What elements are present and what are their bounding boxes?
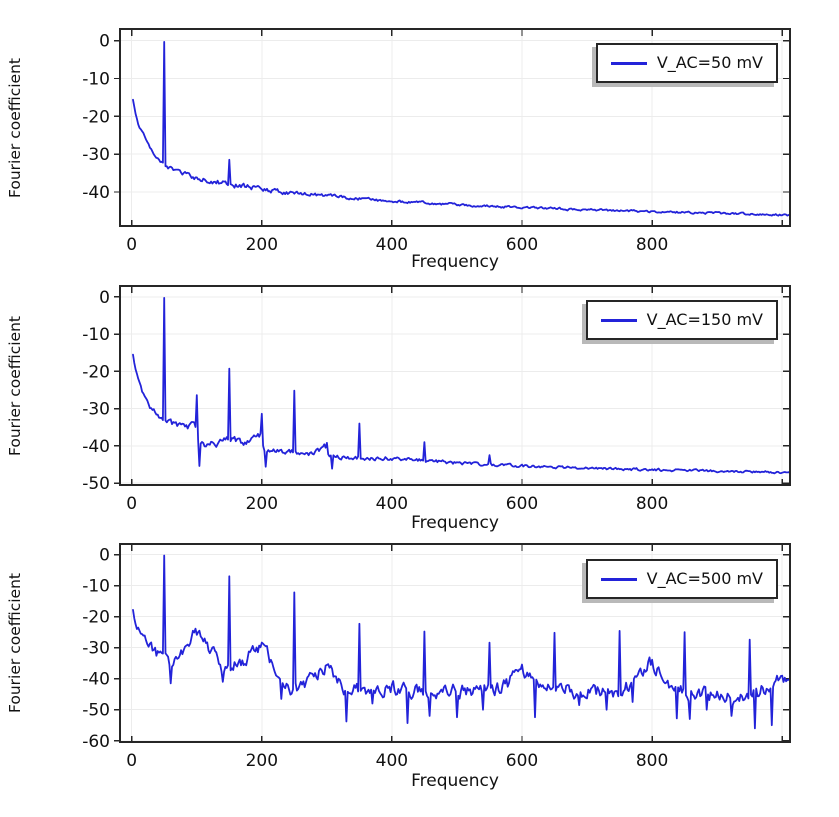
y-tick-label: -10	[82, 577, 110, 597]
y-tick-label: -40	[82, 670, 110, 690]
x-axis-label-top-plot: Frequency	[411, 252, 499, 272]
x-tick-label: 0	[126, 494, 137, 514]
y-tick-label: -20	[82, 362, 110, 382]
x-axis-label-middle-plot: Frequency	[411, 513, 499, 533]
x-tick-label: 0	[126, 751, 137, 771]
legend-label: V_AC=50 mV	[656, 53, 763, 72]
legend-top-plot: V_AC=50 mV	[595, 43, 778, 83]
x-tick-label: 800	[636, 494, 668, 514]
y-tick-label: -20	[82, 107, 110, 127]
spectrum-curve-V_AC=150 mV	[132, 296, 789, 475]
spectrum-curve-V_AC=50 mV	[132, 41, 789, 217]
legend-line-sample	[610, 61, 647, 65]
x-tick-label: 800	[636, 751, 668, 771]
x-tick-label: 400	[376, 494, 408, 514]
x-tick-label: 200	[246, 494, 278, 514]
legend-bottom-plot: V_AC=500 mV	[585, 559, 778, 599]
y-tick-label: -50	[82, 474, 110, 494]
y-tick-label: -50	[82, 701, 110, 721]
y-tick-label: -10	[82, 70, 110, 90]
x-tick-label: 800	[636, 235, 668, 255]
legend-label: V_AC=150 mV	[646, 310, 763, 329]
y-tick-label: -30	[82, 639, 110, 659]
x-tick-label: 400	[376, 751, 408, 771]
y-tick-label: -30	[82, 145, 110, 165]
x-tick-label: 600	[506, 751, 538, 771]
spectrum-curve-V_AC=500 mV	[132, 554, 789, 730]
legend-middle-plot: V_AC=150 mV	[585, 300, 778, 340]
legend-label: V_AC=500 mV	[646, 569, 763, 588]
x-tick-label: 200	[246, 751, 278, 771]
y-tick-label: 0	[99, 546, 110, 566]
x-axis-label-bottom-plot: Frequency	[411, 771, 499, 791]
x-tick-label: 200	[246, 235, 278, 255]
legend-line-sample	[600, 318, 637, 322]
y-tick-label: -10	[82, 325, 110, 345]
legend-line-sample	[600, 577, 637, 581]
x-tick-label: 600	[506, 235, 538, 255]
x-tick-label: 400	[376, 235, 408, 255]
x-tick-label: 600	[506, 494, 538, 514]
y-axis-label-bottom-plot: Fourier coefficient	[6, 573, 24, 713]
y-tick-label: 0	[99, 288, 110, 308]
y-tick-label: -20	[82, 608, 110, 628]
y-tick-label: -40	[82, 437, 110, 457]
y-tick-label: 0	[99, 32, 110, 52]
y-tick-label: -40	[82, 183, 110, 203]
y-tick-label: -60	[82, 732, 110, 752]
x-tick-label: 0	[126, 235, 137, 255]
y-axis-label-top-plot: Fourier coefficient	[6, 58, 24, 198]
y-axis-label-middle-plot: Fourier coefficient	[6, 316, 24, 456]
y-tick-label: -30	[82, 400, 110, 420]
